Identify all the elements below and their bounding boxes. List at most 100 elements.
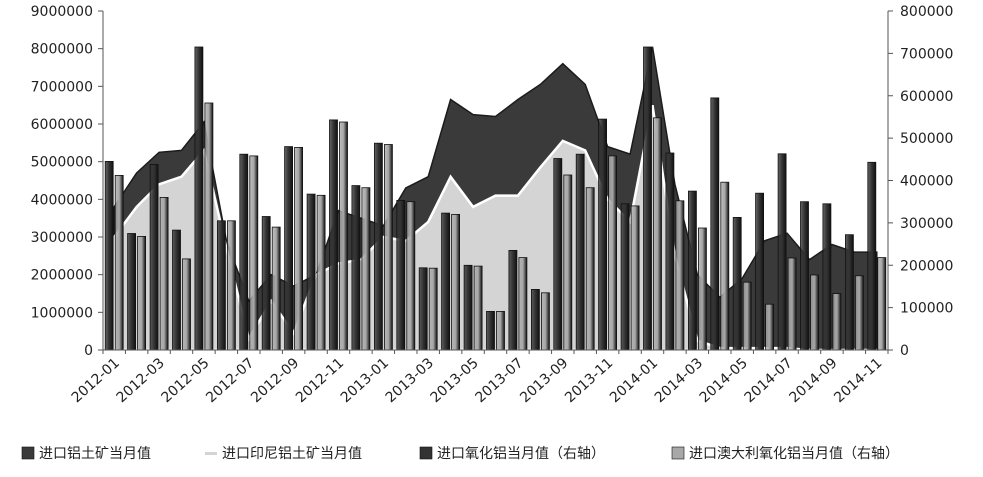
bar-alumina-2013-10	[575, 153, 585, 351]
left-tick-label: 3000000	[31, 230, 93, 246]
x-tick-label: 2013-07	[472, 355, 526, 406]
left-tick-label: 1000000	[31, 305, 93, 321]
bar-australia-alumina-2012-09	[294, 146, 304, 351]
legend: 进口铝土矿当月值 进口印尼铝土矿当月值 进口氧化铝当月值（右轴） 进口澳大利氧化铝当月…	[21, 446, 899, 462]
bar-australia-alumina-2014-11	[877, 257, 887, 351]
bar-australia-alumina-2014-08	[810, 274, 819, 351]
legend-label: 进口氧化铝当月值（右轴）	[437, 446, 605, 462]
bar-australia-alumina-2014-06	[765, 303, 774, 351]
right-tick-label: 700000	[900, 46, 953, 62]
right-tick-label: 200000	[900, 258, 953, 274]
legend-swatch	[671, 446, 685, 460]
left-tick-label: 6000000	[31, 117, 93, 133]
bar-alumina-2014-05	[732, 216, 742, 351]
bar-alumina-2014-06	[755, 192, 764, 351]
bar-alumina-2013-02	[396, 199, 406, 351]
x-tick-label: 2014-05	[697, 355, 751, 406]
bar-australia-alumina-2012-04	[182, 258, 191, 351]
bar-australia-alumina-2014-03	[698, 227, 707, 351]
bar-alumina-2012-08	[261, 216, 271, 351]
right-tick-label: 600000	[900, 89, 953, 105]
right-tick-label: 500000	[900, 131, 953, 147]
right-tick-label: 0	[900, 343, 909, 359]
bar-alumina-2012-11	[329, 119, 338, 351]
bar-alumina-2012-01	[104, 160, 114, 351]
bar-australia-alumina-2013-03	[428, 267, 438, 351]
left-tick-label: 0	[84, 343, 93, 359]
x-tick-label: 2014-03	[652, 355, 706, 406]
bar-australia-alumina-2013-06	[496, 310, 505, 351]
x-tick-label: 2013-05	[428, 355, 482, 406]
bar-australia-alumina-2012-01	[114, 174, 124, 351]
x-tick-label: 2012-01	[69, 355, 123, 406]
bar-alumina-2013-09	[553, 158, 563, 351]
x-tick-label: 2014-01	[607, 355, 661, 406]
bar-australia-alumina-2013-05	[473, 265, 483, 351]
left-tick-label: 9000000	[31, 4, 93, 20]
bar-alumina-2012-06	[216, 220, 226, 351]
bar-australia-alumina-2014-04	[720, 181, 730, 351]
bar-alumina-2014-01	[643, 46, 652, 351]
legend-swatch	[21, 446, 35, 460]
bar-australia-alumina-2012-03	[159, 196, 169, 351]
left-tick-label: 7000000	[31, 79, 93, 95]
bar-alumina-2014-09	[822, 203, 832, 351]
bar-alumina-2014-07	[777, 153, 787, 351]
x-tick-label: 2012-09	[248, 355, 302, 406]
bar-alumina-2013-06	[486, 310, 495, 351]
bar-australia-alumina-2012-08	[271, 226, 281, 351]
bar-alumina-2013-08	[531, 288, 540, 351]
bar-australia-alumina-2013-02	[406, 201, 416, 351]
bar-alumina-2014-11	[867, 161, 877, 351]
legend-label: 进口澳大利氧化铝当月值（右轴）	[689, 446, 899, 462]
x-tick-label: 2013-03	[383, 355, 437, 406]
x-tick-label: 2012-03	[114, 355, 168, 406]
bar-alumina-2013-11	[598, 118, 607, 351]
bar-alumina-2014-03	[688, 190, 697, 351]
bar-australia-alumina-2012-02	[137, 235, 147, 351]
bar-alumina-2012-03	[149, 163, 159, 351]
x-tick-label: 2013-11	[562, 355, 616, 406]
bar-alumina-2013-12	[620, 203, 630, 351]
bar-alumina-2012-02	[127, 233, 136, 351]
bar-australia-alumina-2014-09	[832, 293, 842, 351]
bar-alumina-2013-05	[463, 264, 473, 351]
bar-australia-alumina-2014-05	[742, 281, 752, 351]
bar-alumina-2012-05	[194, 46, 204, 351]
bar-australia-alumina-2013-07	[518, 257, 528, 351]
bar-australia-alumina-2013-11	[608, 155, 617, 351]
legend-label: 进口印尼铝土矿当月值	[222, 446, 362, 462]
bar-australia-alumina-2012-11	[339, 121, 348, 351]
bar-alumina-2012-04	[172, 229, 181, 351]
x-tick-label: 2013-01	[338, 355, 392, 406]
bar-alumina-2012-10	[306, 193, 316, 351]
bar-australia-alumina-2013-12	[630, 205, 640, 351]
bar-australia-alumina-2012-05	[204, 102, 214, 351]
bar-australia-alumina-2013-10	[585, 187, 595, 351]
left-tick-label: 4000000	[31, 192, 93, 208]
bar-alumina-2013-03	[418, 267, 428, 351]
bar-alumina-2014-02	[665, 152, 675, 351]
right-tick-label: 800000	[900, 4, 953, 20]
legend-label: 进口铝土矿当月值	[39, 446, 151, 462]
left-tick-label: 5000000	[31, 155, 93, 171]
bar-alumina-2014-08	[800, 201, 809, 351]
bar-alumina-2013-07	[508, 249, 518, 351]
x-tick-label: 2012-05	[158, 355, 212, 406]
bar-alumina-2013-04	[441, 212, 451, 351]
bar-alumina-2012-12	[351, 185, 361, 351]
right-tick-label: 100000	[900, 301, 953, 317]
x-tick-label: 2012-11	[293, 355, 347, 406]
right-tick-label: 400000	[900, 174, 953, 190]
x-tick-label: 2013-09	[517, 355, 571, 406]
x-tick-label: 2014-11	[831, 355, 885, 406]
bar-australia-alumina-2014-10	[855, 275, 864, 351]
bar-alumina-2014-10	[845, 234, 854, 351]
x-tick-label: 2014-07	[742, 355, 796, 406]
bar-australia-alumina-2013-04	[451, 213, 461, 351]
left-tick-label: 2000000	[31, 268, 93, 284]
bar-australia-alumina-2014-07	[787, 257, 797, 351]
x-tick-label: 2012-07	[203, 355, 257, 406]
bar-australia-alumina-2012-10	[316, 194, 326, 351]
x-tick-label: 2014-09	[786, 355, 840, 406]
